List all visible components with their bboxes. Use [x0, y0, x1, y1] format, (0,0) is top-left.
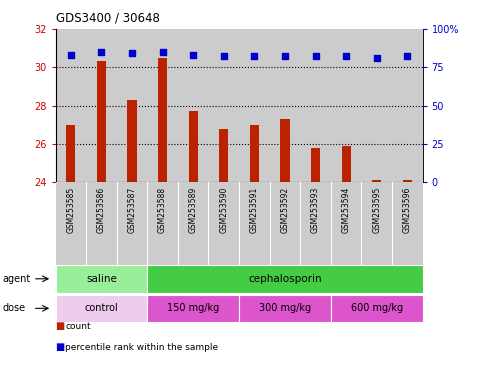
- Text: GSM253586: GSM253586: [97, 187, 106, 233]
- Text: count: count: [65, 321, 91, 331]
- Point: [312, 53, 319, 60]
- Bar: [86, 182, 117, 265]
- Point: [281, 53, 289, 60]
- Point: [98, 49, 105, 55]
- Bar: [86, 29, 117, 182]
- Bar: [341, 146, 351, 182]
- Bar: [66, 125, 75, 182]
- Text: 300 mg/kg: 300 mg/kg: [259, 303, 311, 313]
- Text: ■: ■: [56, 342, 65, 352]
- Text: GSM253588: GSM253588: [158, 187, 167, 233]
- Point: [342, 53, 350, 60]
- Bar: [117, 29, 147, 182]
- Text: GSM253593: GSM253593: [311, 187, 320, 233]
- Bar: [300, 29, 331, 182]
- Bar: [361, 182, 392, 265]
- Bar: [209, 29, 239, 182]
- Bar: [97, 61, 106, 182]
- Text: GSM253585: GSM253585: [66, 187, 75, 233]
- Point: [128, 50, 136, 56]
- Bar: [158, 58, 167, 182]
- Bar: [188, 111, 198, 182]
- Text: GDS3400 / 30648: GDS3400 / 30648: [56, 12, 159, 25]
- Bar: [178, 29, 209, 182]
- Bar: [239, 182, 270, 265]
- Bar: [147, 29, 178, 182]
- Text: ■: ■: [56, 321, 65, 331]
- Text: 150 mg/kg: 150 mg/kg: [167, 303, 219, 313]
- Bar: [392, 29, 423, 182]
- Text: 600 mg/kg: 600 mg/kg: [351, 303, 403, 313]
- Text: agent: agent: [2, 274, 30, 284]
- Text: GSM253587: GSM253587: [128, 187, 137, 233]
- Point: [220, 53, 227, 60]
- Text: GSM253596: GSM253596: [403, 187, 412, 233]
- Text: GSM253595: GSM253595: [372, 187, 381, 233]
- Text: control: control: [85, 303, 118, 313]
- Bar: [147, 182, 178, 265]
- Point: [189, 52, 197, 58]
- Bar: [178, 182, 209, 265]
- Text: cephalosporin: cephalosporin: [248, 274, 322, 284]
- Bar: [392, 182, 423, 265]
- Bar: [56, 295, 147, 322]
- Text: saline: saline: [86, 274, 117, 284]
- Point: [67, 52, 75, 58]
- Bar: [239, 29, 270, 182]
- Bar: [56, 29, 86, 182]
- Bar: [147, 265, 423, 293]
- Text: GSM253594: GSM253594: [341, 187, 351, 233]
- Bar: [331, 182, 361, 265]
- Bar: [250, 125, 259, 182]
- Bar: [270, 29, 300, 182]
- Point: [159, 49, 167, 55]
- Bar: [403, 180, 412, 182]
- Bar: [331, 29, 361, 182]
- Bar: [56, 182, 86, 265]
- Point: [403, 53, 411, 60]
- Bar: [280, 119, 290, 182]
- Text: GSM253589: GSM253589: [189, 187, 198, 233]
- Text: GSM253590: GSM253590: [219, 187, 228, 233]
- Bar: [331, 295, 423, 322]
- Point: [373, 55, 381, 61]
- Text: GSM253591: GSM253591: [250, 187, 259, 233]
- Bar: [239, 295, 331, 322]
- Bar: [209, 182, 239, 265]
- Bar: [147, 295, 239, 322]
- Bar: [311, 148, 320, 182]
- Bar: [56, 265, 147, 293]
- Bar: [361, 29, 392, 182]
- Text: GSM253592: GSM253592: [281, 187, 289, 233]
- Bar: [219, 129, 228, 182]
- Point: [251, 53, 258, 60]
- Bar: [270, 182, 300, 265]
- Text: dose: dose: [2, 303, 26, 313]
- Bar: [128, 100, 137, 182]
- Bar: [117, 182, 147, 265]
- Bar: [372, 180, 382, 182]
- Text: percentile rank within the sample: percentile rank within the sample: [65, 343, 218, 352]
- Bar: [300, 182, 331, 265]
